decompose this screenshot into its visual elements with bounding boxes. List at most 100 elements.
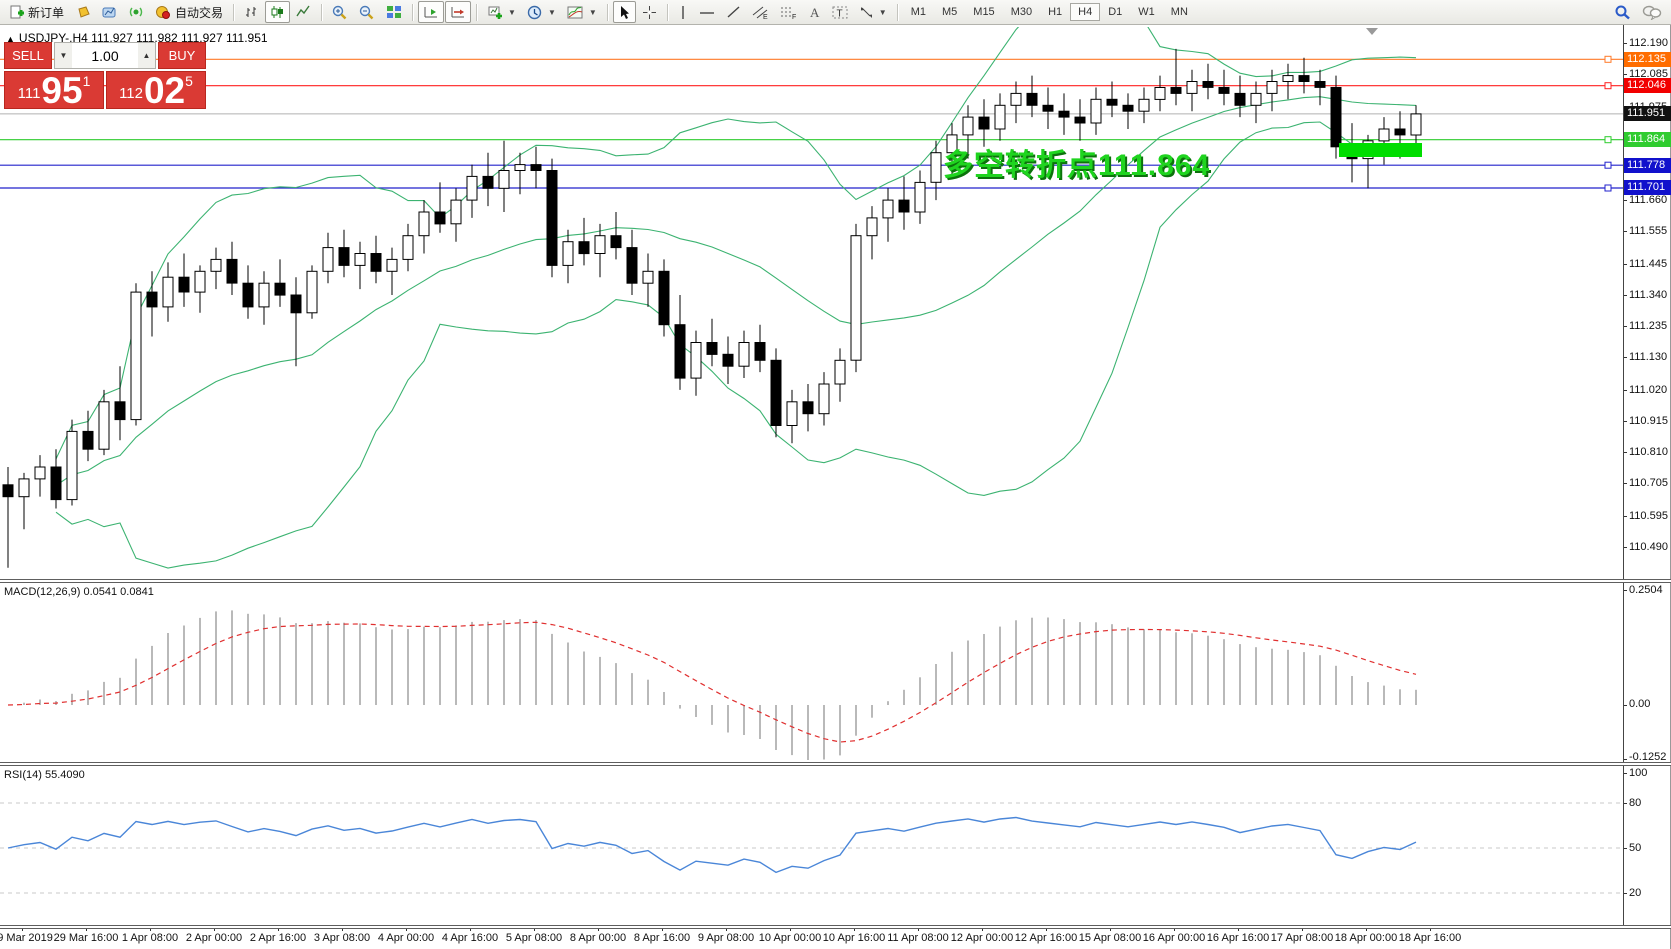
fibonacci-button[interactable]: F <box>775 1 802 23</box>
chart-end-marker-icon <box>1366 28 1378 35</box>
volume-up-button[interactable]: ▲ <box>138 43 155 68</box>
tile-windows-button[interactable] <box>381 1 407 23</box>
rsi-panel-divider[interactable] <box>0 762 1671 766</box>
caret-down-icon: ▼ <box>588 7 597 17</box>
time-tick-mark <box>470 927 471 931</box>
price-line-badge: 111.778 <box>1624 158 1671 173</box>
zoom-out-button[interactable] <box>354 1 380 23</box>
new-order-button[interactable]: 新订单 <box>4 1 69 23</box>
timeframe-h1[interactable]: H1 <box>1048 6 1063 18</box>
candlesticks <box>2 48 1422 568</box>
highlight-rectangle[interactable] <box>1339 143 1422 157</box>
price-line-badge: 112.135 <box>1624 52 1671 67</box>
timeframe-d1[interactable]: D1 <box>1108 6 1123 18</box>
rsi-level-label: 100 <box>1629 767 1648 779</box>
time-tick-mark <box>150 927 151 931</box>
rsi-line <box>7 816 1417 874</box>
macd-panel-divider[interactable] <box>0 579 1671 583</box>
buy-button[interactable]: BUY <box>158 42 206 69</box>
trendline-button[interactable] <box>721 1 746 23</box>
arrows-dropdown[interactable]: ▼ <box>854 1 892 23</box>
time-axis-label: 8 Apr 16:00 <box>633 932 691 944</box>
volume-stepper: ▼ 1.00 ▲ <box>54 42 156 69</box>
time-tick-mark <box>662 927 663 931</box>
new-chart-dropdown[interactable]: ▼ <box>482 1 521 23</box>
arrows-icon <box>860 7 872 18</box>
indicators-dropdown[interactable]: ▼ <box>562 1 602 23</box>
time-axis-label: 29 Mar 16:00 <box>53 932 119 944</box>
price-line-badge: 111.701 <box>1624 180 1671 195</box>
horizontal-line-icon <box>699 11 714 14</box>
periods-dropdown[interactable]: ▼ <box>522 1 561 23</box>
bollinger-bands <box>55 27 1417 569</box>
profile-chart-icon <box>102 7 116 18</box>
price-line-badge: 111.864 <box>1624 132 1671 147</box>
timeframe-m15[interactable]: M15 <box>973 6 995 18</box>
chart-annotation-text[interactable]: 多空转折点111.864 <box>943 149 1211 182</box>
svg-text:A: A <box>810 5 820 19</box>
time-axis-label: 17 Apr 08:00 <box>1270 932 1334 944</box>
timeframe-h4[interactable]: H4 <box>1070 3 1101 21</box>
separator <box>606 3 608 21</box>
timeframe-m5[interactable]: M5 <box>942 6 958 18</box>
market-watch-button[interactable] <box>70 1 96 23</box>
time-tick-mark <box>278 927 279 931</box>
auto-scroll-button[interactable] <box>445 1 472 23</box>
zoom-in-button[interactable] <box>327 1 353 23</box>
chart-title: ▲ USDJPY-,H4 111.927 111.982 111.927 111.… <box>6 31 268 45</box>
timeframe-m1[interactable]: M1 <box>910 6 926 18</box>
sell-button[interactable]: SELL <box>4 42 52 69</box>
timeframe-w1[interactable]: W1 <box>1138 6 1155 18</box>
time-tick-mark <box>1430 927 1431 931</box>
buy-price-big: 02 <box>143 70 186 111</box>
sell-price-prefix: 111 <box>17 85 41 102</box>
price-tick-label: 110.705 <box>1629 477 1668 489</box>
caret-down-icon: ▼ <box>547 7 556 17</box>
chat-icon <box>1642 5 1662 20</box>
data-window-button[interactable] <box>97 1 123 23</box>
search-button[interactable] <box>1609 1 1636 23</box>
price-tick-mark <box>1623 357 1627 358</box>
auto-trading-button[interactable]: 自动交易 <box>150 1 228 23</box>
chart-title-text: USDJPY-,H4 111.927 111.982 111.927 111.9… <box>18 31 268 45</box>
trendline-icon <box>727 6 740 18</box>
time-tick-mark <box>1366 927 1367 931</box>
price-tick-mark <box>1623 516 1627 517</box>
timeframe-m30[interactable]: M30 <box>1010 6 1033 18</box>
candlestick-icon <box>271 6 284 18</box>
horizontal-line-button[interactable] <box>694 1 720 23</box>
sell-price-big: 95 <box>41 70 83 111</box>
cursor-button[interactable] <box>612 1 636 23</box>
crosshair-button[interactable] <box>637 1 662 23</box>
separator <box>896 3 898 21</box>
line-chart-button[interactable] <box>291 1 316 23</box>
vertical-line-button[interactable] <box>673 1 693 23</box>
channel-button[interactable]: E <box>747 1 774 23</box>
sell-price-display[interactable]: 111 95 1 <box>4 71 104 109</box>
bar-chart-button[interactable] <box>239 1 264 23</box>
collapse-arrow-icon: ▲ <box>6 34 15 44</box>
signals-button[interactable] <box>124 1 149 23</box>
price-tick-label: 111.660 <box>1629 194 1668 206</box>
chat-button[interactable] <box>1637 1 1667 23</box>
volume-down-button[interactable]: ▼ <box>55 43 72 68</box>
price-tick-label: 111.340 <box>1629 289 1668 301</box>
rsi-tick-mark <box>1623 773 1627 774</box>
text-label-button[interactable]: T <box>827 1 853 23</box>
time-tick-mark <box>86 927 87 931</box>
rsi-level-label: 80 <box>1629 797 1642 809</box>
macd-tick-mark <box>1623 705 1627 706</box>
candlestick-chart-button[interactable] <box>265 1 291 23</box>
text-button[interactable]: A <box>803 1 826 23</box>
time-axis-divider <box>0 925 1671 929</box>
chart-shift-button[interactable] <box>418 1 445 23</box>
price-axis-border <box>1623 25 1624 927</box>
time-axis-label: 3 Apr 08:00 <box>313 932 371 944</box>
buy-price-display[interactable]: 112 02 5 <box>106 71 206 109</box>
volume-value[interactable]: 1.00 <box>72 43 138 68</box>
zoom-in-icon <box>332 5 347 19</box>
timeframe-mn[interactable]: MN <box>1170 6 1188 18</box>
horizontal-level-lines[interactable] <box>0 55 1623 192</box>
sell-price-sup: 1 <box>82 73 91 89</box>
